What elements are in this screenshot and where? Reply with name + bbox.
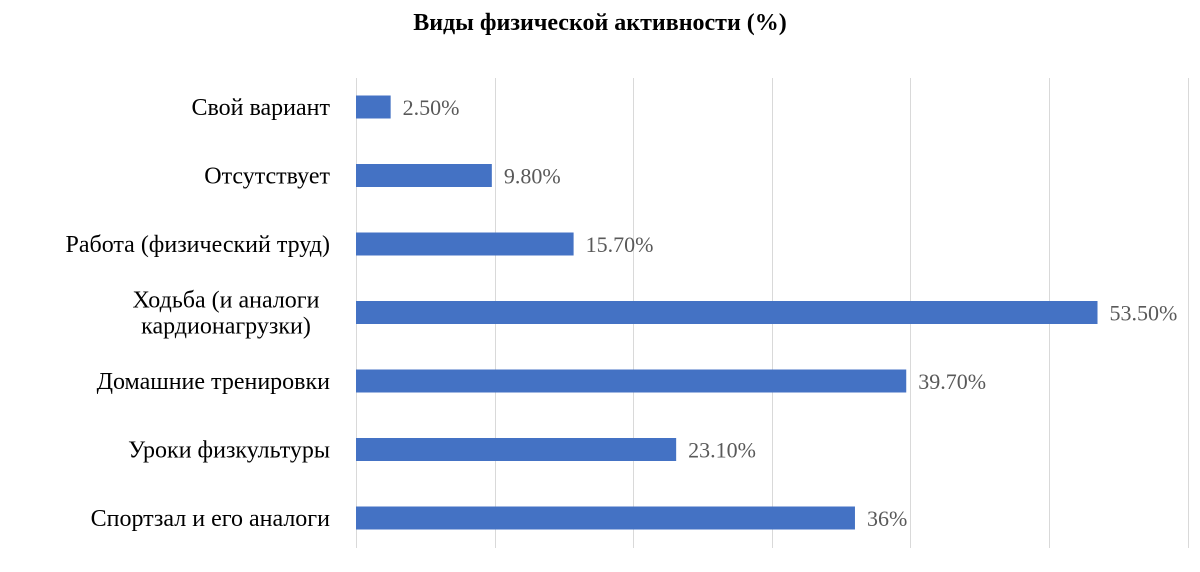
- category-label-line: кардионагрузки): [141, 314, 311, 340]
- category-label: Домашние тренировки: [97, 369, 331, 395]
- bar: [356, 506, 855, 530]
- bar: [356, 232, 574, 256]
- data-label: 53.50%: [1110, 301, 1178, 326]
- data-label: 23.10%: [688, 438, 756, 463]
- category-label: Уроки физкультуры: [128, 438, 330, 464]
- category-label: Ходьба (и аналоги кардионагрузки): [132, 288, 319, 340]
- data-label: 2.50%: [403, 95, 460, 120]
- data-label: 9.80%: [504, 164, 561, 189]
- chart-title: Виды физической активности (%): [413, 10, 787, 36]
- bar: [356, 369, 907, 393]
- bar: [356, 301, 1098, 324]
- category-label: Отсутствует: [204, 164, 330, 190]
- category-label: Работа (физический труд): [65, 232, 330, 258]
- bars: [356, 95, 1098, 530]
- data-labels: 2.50% 9.80% 15.70% 53.50% 39.70% 23.10% 36%: [403, 95, 1178, 531]
- bar: [356, 164, 492, 187]
- data-label: 15.70%: [586, 232, 654, 257]
- category-label: Свой вариант: [191, 95, 330, 121]
- category-label-line: Ходьба (и аналоги: [132, 288, 319, 314]
- bar: [356, 95, 391, 119]
- bar: [356, 438, 677, 461]
- data-label: 39.70%: [918, 369, 986, 394]
- category-labels: Свой вариант Отсутствует Работа (физически…: [65, 95, 330, 532]
- data-label: 36%: [867, 506, 907, 531]
- category-label: Спортзал и его аналоги: [91, 506, 331, 532]
